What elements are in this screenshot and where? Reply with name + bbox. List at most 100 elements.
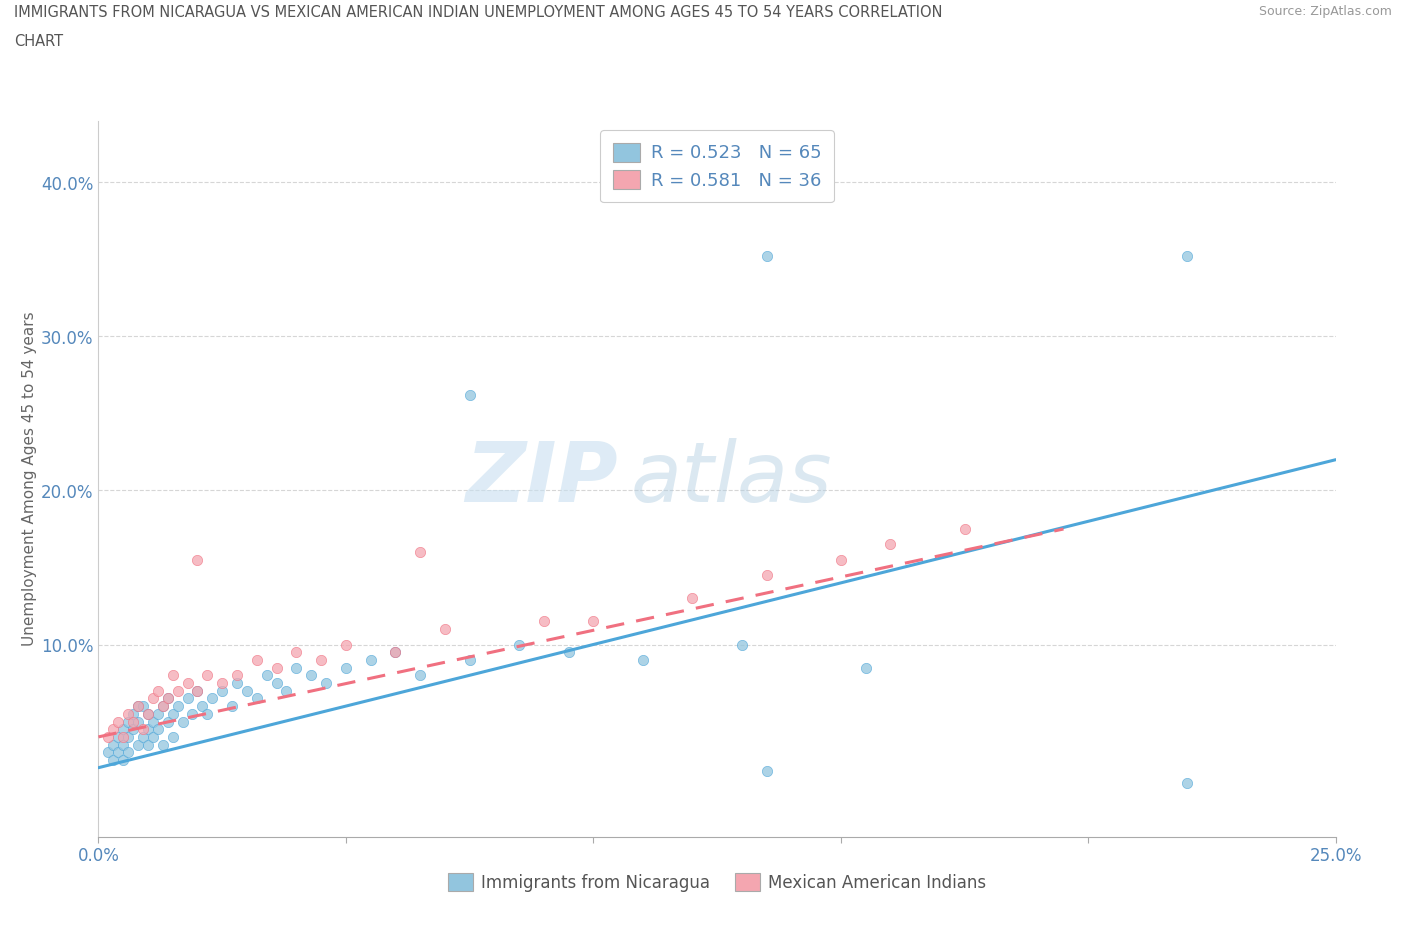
Point (1175, 776, 1198, 790)
Point (146, 722, 169, 737)
Point (107, 714, 129, 729)
Point (103, 737, 125, 752)
Point (360, 653, 382, 668)
Point (117, 714, 139, 729)
Point (176, 691, 198, 706)
Point (1175, 249, 1198, 264)
Point (162, 729, 184, 744)
Point (162, 707, 184, 722)
Point (117, 745, 139, 760)
Point (176, 675, 198, 690)
Point (122, 722, 145, 737)
Point (285, 644, 308, 659)
Point (122, 707, 145, 722)
Point (112, 752, 135, 767)
Point (246, 653, 269, 668)
Point (181, 707, 204, 722)
Point (136, 707, 159, 722)
Point (236, 684, 259, 698)
Point (112, 737, 135, 752)
Point (299, 668, 322, 683)
Point (112, 722, 135, 737)
Text: IMMIGRANTS FROM NICARAGUA VS MEXICAN AMERICAN INDIAN UNEMPLOYMENT AMONG AGES 45 : IMMIGRANTS FROM NICARAGUA VS MEXICAN AME… (14, 5, 942, 20)
Point (276, 684, 298, 698)
Point (127, 714, 149, 729)
Point (146, 707, 169, 722)
Point (195, 707, 218, 722)
Point (132, 722, 155, 737)
Legend: Immigrants from Nicaragua, Mexican American Indians: Immigrants from Nicaragua, Mexican Ameri… (439, 865, 995, 900)
Point (285, 660, 308, 675)
Point (191, 698, 214, 713)
Point (201, 691, 224, 706)
Point (112, 729, 135, 744)
Point (127, 698, 149, 713)
Point (433, 621, 456, 636)
Point (533, 614, 555, 629)
Point (681, 591, 703, 605)
Point (117, 729, 139, 744)
Point (132, 698, 155, 713)
Point (226, 675, 249, 690)
Point (146, 684, 169, 698)
Point (156, 714, 179, 729)
Point (103, 722, 125, 737)
Point (127, 698, 149, 713)
Text: atlas: atlas (630, 438, 832, 520)
Point (186, 684, 208, 698)
Point (246, 691, 269, 706)
Point (166, 684, 188, 698)
Point (122, 714, 145, 729)
Point (309, 653, 332, 668)
Point (156, 691, 179, 706)
Point (731, 637, 754, 652)
Point (107, 729, 129, 744)
Point (166, 698, 188, 713)
Point (132, 729, 155, 744)
Point (830, 552, 852, 567)
Point (266, 675, 288, 690)
Text: Source: ZipAtlas.com: Source: ZipAtlas.com (1258, 5, 1392, 18)
Point (136, 722, 159, 737)
Point (266, 660, 288, 675)
Point (142, 691, 165, 706)
Point (211, 675, 233, 690)
Point (162, 668, 184, 683)
Point (97, 745, 120, 760)
Point (458, 388, 481, 403)
Point (384, 644, 406, 659)
Y-axis label: Unemployment Among Ages 45 to 54 years: Unemployment Among Ages 45 to 54 years (22, 312, 38, 646)
Point (172, 714, 194, 729)
Point (384, 644, 406, 659)
Point (755, 764, 778, 778)
Point (152, 698, 174, 713)
Point (142, 714, 165, 729)
Point (136, 737, 159, 752)
Point (136, 707, 159, 722)
Point (256, 668, 278, 683)
Point (953, 522, 976, 537)
Point (755, 567, 778, 582)
Point (221, 698, 243, 713)
Point (211, 684, 233, 698)
Point (186, 684, 208, 698)
Point (409, 668, 432, 683)
Text: CHART: CHART (14, 34, 63, 49)
Point (152, 737, 174, 752)
Point (335, 637, 357, 652)
Point (195, 668, 218, 683)
Point (186, 552, 208, 567)
Point (156, 691, 179, 706)
Point (582, 614, 605, 629)
Point (335, 660, 357, 675)
Text: ZIP: ZIP (465, 438, 619, 520)
Point (107, 745, 129, 760)
Point (97, 729, 120, 744)
Point (557, 644, 579, 659)
Point (142, 729, 165, 744)
Point (117, 707, 139, 722)
Point (226, 668, 249, 683)
Point (879, 537, 901, 551)
Point (855, 660, 877, 675)
Point (127, 737, 149, 752)
